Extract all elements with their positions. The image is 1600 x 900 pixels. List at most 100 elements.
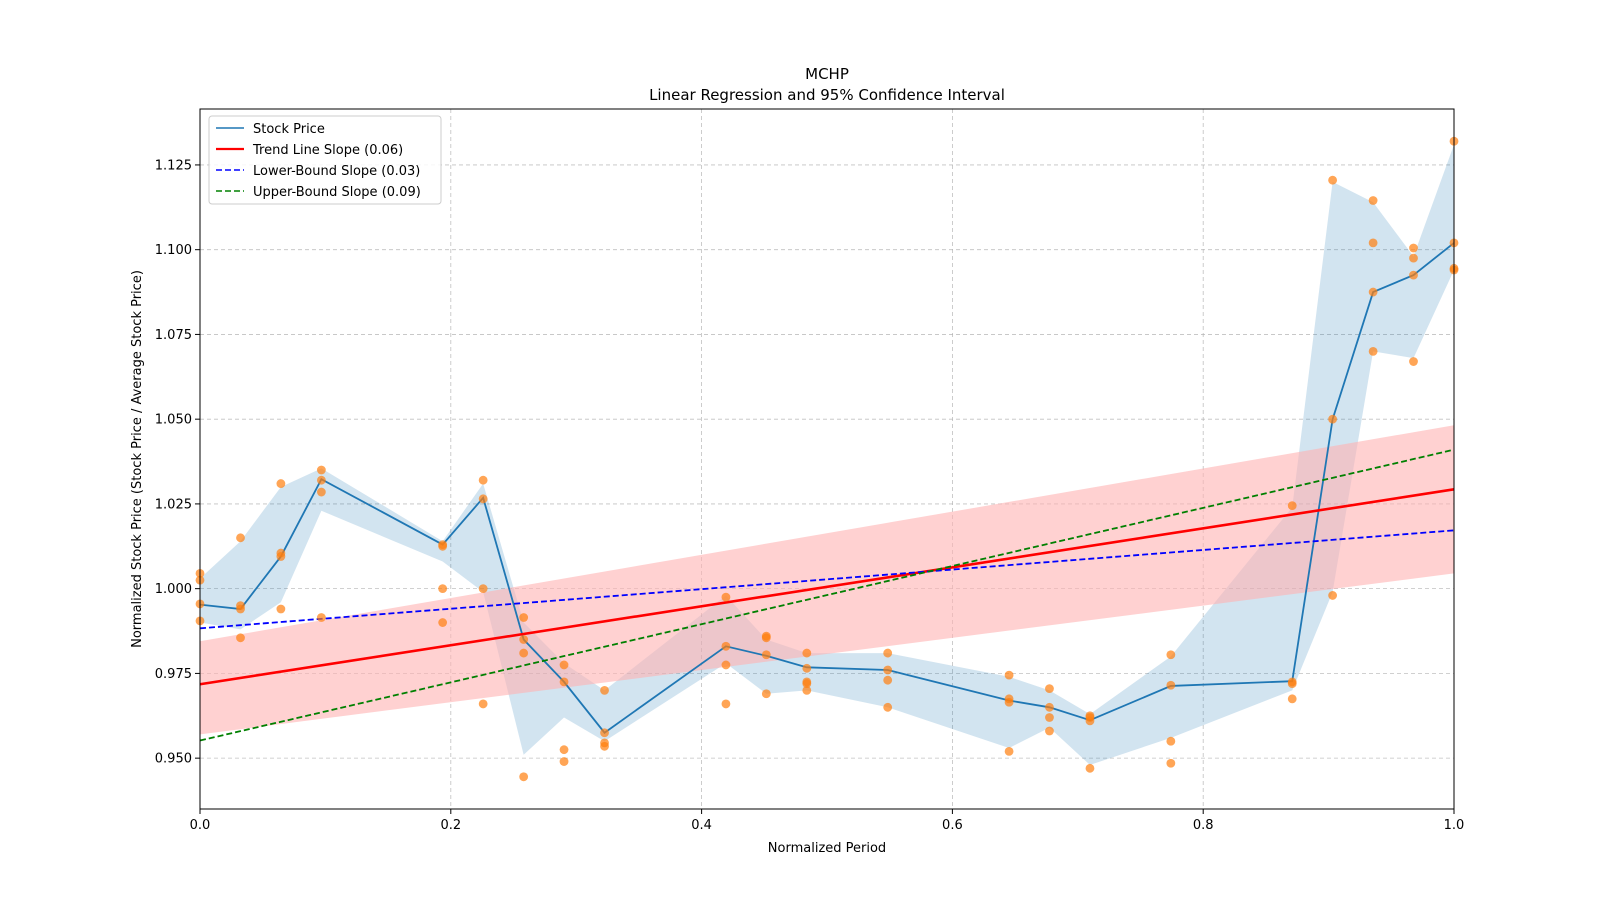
y-tick-label: 1.025 [155,497,192,512]
scatter-point [316,465,326,475]
scatter-point [802,685,812,695]
scatter-point [1166,680,1176,690]
y-tick-label: 0.975 [155,667,192,682]
scatter-point [1328,175,1338,185]
band-layer [200,144,1454,765]
legend: Stock Price Trend Line Slope (0.06) Lowe… [208,115,442,205]
y-tick-label: 1.125 [155,158,192,173]
plot-frame [199,108,1455,810]
scatter-point [1045,713,1054,722]
stock-price-line [199,242,1455,734]
scatter-point [761,650,771,660]
scatter-point [478,494,488,504]
scatter-point [236,604,245,614]
scatter-point [1004,746,1014,756]
scatter-point [1328,591,1338,600]
scatter-point [276,479,286,488]
scatter-point [1004,697,1014,707]
y-tick-label: 0.950 [155,752,192,767]
scatter-point [1045,702,1054,712]
scatter-point [519,772,529,782]
scatter-point [1287,501,1297,511]
x-tick-label: 0.8 [1193,818,1214,833]
scatter-point [438,584,448,594]
scatter-point [478,584,488,594]
scatter-point [721,660,731,670]
scatter-point [236,633,245,643]
chart-title: MCHP [805,65,849,83]
scatter-point [236,533,245,543]
scatter-point [802,663,812,673]
upper-bound-line [199,448,1455,742]
scatter-point [559,757,569,766]
legend-label-lower-bound: Lower-Bound Slope (0.03) [253,164,420,179]
x-tick-label: 0.6 [942,818,963,833]
scatter-point [316,475,326,485]
legend-label-trend-line: Trend Line Slope (0.06) [252,143,403,158]
x-tick-label: 0.0 [190,818,211,833]
y-tick-label: 1.050 [155,413,192,428]
scatter-point [802,648,812,658]
scatter-point [761,689,771,699]
scatter-point [559,745,569,755]
scatter-point [1085,716,1095,726]
scatter-point [1287,679,1297,688]
tick-layer: 0.0 0.2 0.4 0.6 0.8 1.0 0.950 0.975 1.000 1.025 1.… [155,158,1465,833]
scatter-point [1409,270,1418,280]
scatter-point [1085,763,1095,773]
scatter-point [478,475,488,485]
trend-line-confidence-band [200,425,1454,735]
x-tick-label: 0.4 [691,818,712,833]
legend-box [208,115,442,205]
line-layer [199,242,1455,742]
x-tick-label: 0.2 [440,818,461,833]
scatter-point [438,541,448,551]
scatter-point [1328,414,1338,424]
scatter-point [600,741,609,751]
scatter-point [316,613,326,622]
scatter-point [802,679,812,688]
scatter-point [1409,243,1418,253]
scatter-point [1409,253,1418,263]
scatter-point [883,675,893,685]
scatter-point [1045,726,1054,736]
scatter-point [1166,650,1176,660]
scatter-point [1045,684,1054,694]
scatter-point [1287,694,1297,704]
scatter-point [1368,287,1378,297]
scatter-point [519,613,529,622]
scatter-point [883,665,893,675]
scatter-point [883,648,893,658]
legend-label-stock-price: Stock Price [253,122,325,137]
scatter-point [478,699,488,709]
scatter-point [1166,758,1176,768]
scatter-point [600,728,609,738]
scatter-point [276,604,286,614]
point-layer [195,136,1459,782]
scatter-point [438,618,448,627]
scatter-point [559,677,569,687]
scatter-point [600,685,609,695]
scatter-point [276,552,286,561]
scatter-point [1368,196,1378,205]
scatter-point [761,633,771,643]
scatter-point [721,641,731,651]
trend-line [199,488,1455,686]
chart-subtitle: Linear Regression and 95% Confidence Int… [649,86,1005,104]
y-axis-label: Normalized Stock Price (Stock Price / Av… [130,270,145,648]
scatter-point [559,660,569,670]
scatter-point [721,592,731,602]
lower-bound-line [199,529,1455,630]
y-tick-label: 1.000 [155,582,192,597]
legend-label-upper-bound: Upper-Bound Slope (0.09) [253,185,421,200]
scatter-point [519,635,529,644]
y-tick-label: 1.100 [155,243,192,258]
x-axis-label: Normalized Period [768,841,886,856]
scatter-point [1368,238,1378,248]
scatter-point [1368,346,1378,356]
scatter-point [316,487,326,497]
scatter-point [883,702,893,712]
scatter-point [1166,736,1176,746]
scatter-point [721,699,731,709]
